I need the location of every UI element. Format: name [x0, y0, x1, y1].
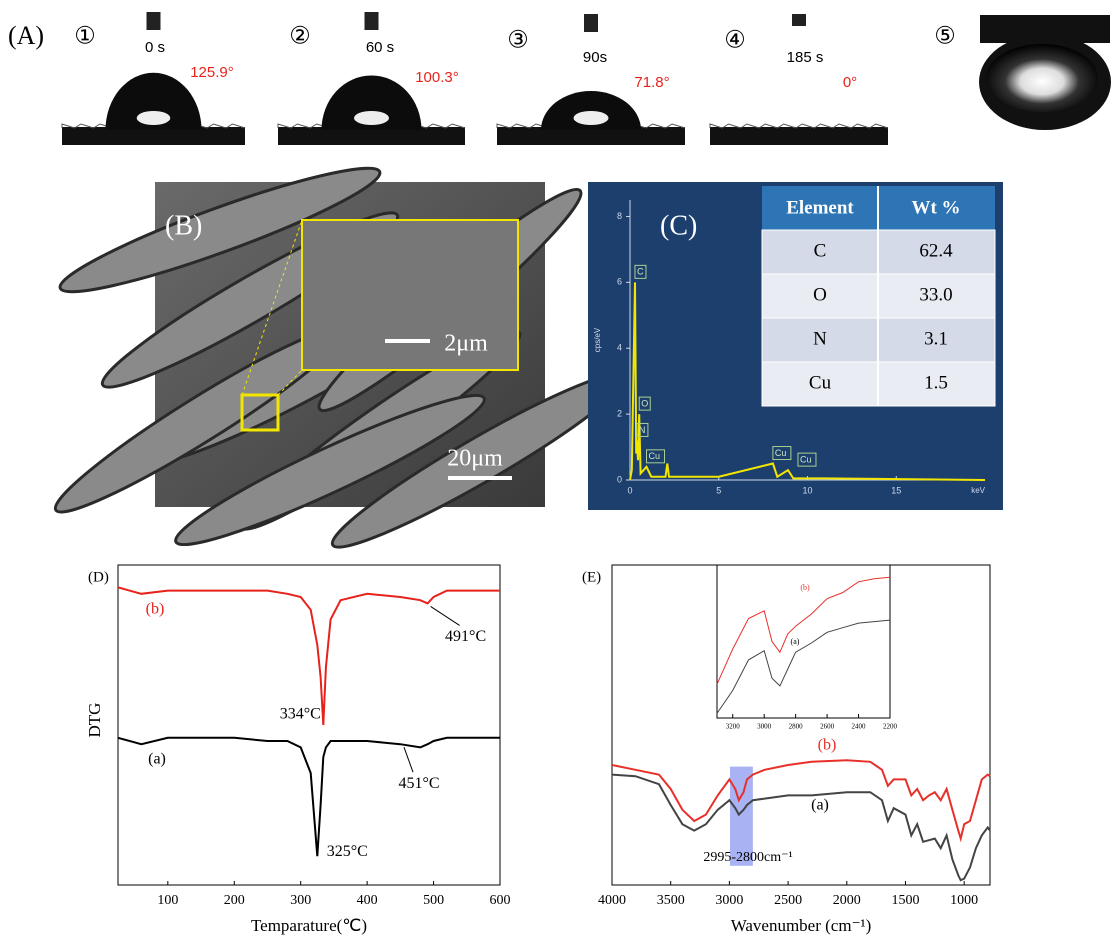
- label: (E): [582, 569, 601, 585]
- needle: [584, 14, 598, 32]
- label: 1.5: [924, 372, 948, 393]
- label: 400: [357, 893, 378, 908]
- label: 3000: [715, 893, 743, 908]
- label: Wavenumber (cm⁻¹): [731, 916, 872, 935]
- label: (b): [818, 737, 837, 754]
- label: C: [637, 267, 644, 277]
- label: 2800: [789, 723, 804, 731]
- label: 325°C: [327, 843, 368, 860]
- label: 0°: [843, 74, 857, 91]
- label: 2μm: [444, 331, 488, 357]
- label: 2000: [833, 893, 861, 908]
- label: 500: [423, 893, 444, 908]
- label: 185 s: [787, 49, 824, 66]
- label: Cu: [649, 451, 661, 461]
- label: C: [814, 240, 827, 261]
- droplet-highlight: [574, 111, 609, 125]
- label: 2995-2800cm⁻¹: [703, 850, 792, 865]
- label: ③: [507, 28, 529, 54]
- label: 451°C: [398, 775, 439, 792]
- label: ⑤: [934, 24, 956, 50]
- label: 20μm: [447, 446, 503, 472]
- droplet-core: [986, 44, 1098, 112]
- label: 60 s: [366, 39, 394, 56]
- label: (a): [811, 797, 829, 814]
- label: Temparature(℃): [251, 916, 367, 935]
- label: 71.8°: [634, 74, 669, 91]
- label: (B): [165, 210, 202, 241]
- label: 8: [617, 211, 622, 221]
- label: 5: [716, 485, 721, 495]
- label: Cu: [800, 454, 812, 464]
- label: 600: [490, 893, 511, 908]
- label: O: [813, 284, 827, 305]
- label: cps/eV: [593, 327, 602, 352]
- label: 0 s: [145, 39, 165, 56]
- label: (a): [791, 637, 800, 646]
- label: ①: [74, 24, 96, 50]
- label: 125.9°: [190, 64, 234, 81]
- label: ④: [724, 28, 746, 54]
- label: (a): [148, 751, 166, 768]
- label: 15: [891, 485, 901, 495]
- label: 4: [617, 343, 622, 353]
- label: N: [639, 425, 646, 435]
- label: 90s: [583, 49, 607, 66]
- needle: [147, 12, 161, 30]
- label: 2: [617, 408, 622, 418]
- label: 100.3°: [415, 69, 459, 86]
- label: N: [813, 328, 827, 349]
- label: ②: [289, 24, 311, 50]
- label: 200: [224, 893, 245, 908]
- label: 33.0: [919, 284, 952, 305]
- label: (D): [88, 569, 109, 585]
- droplet-highlight: [137, 111, 171, 125]
- label: DTG: [85, 703, 104, 738]
- label: 3200: [726, 723, 741, 731]
- label: 2600: [820, 723, 835, 731]
- label: 3.1: [924, 328, 948, 349]
- label: Cu: [775, 448, 787, 458]
- label: 0: [617, 474, 622, 484]
- needle: [792, 14, 806, 26]
- label: 100: [157, 893, 178, 908]
- droplet-highlight: [354, 111, 389, 125]
- label: O: [641, 398, 648, 408]
- label: 334°C: [280, 706, 321, 723]
- label: (b): [146, 601, 165, 618]
- label: keV: [971, 486, 985, 495]
- label: 2500: [774, 893, 802, 908]
- label: 10: [802, 485, 812, 495]
- label: (C): [660, 210, 697, 241]
- figure: (A) ① 125.9° 0 s ② 100.3° 60 s ③ 71.8° 90s ④ 0° 185 …: [0, 0, 1120, 940]
- label: 3000: [757, 723, 772, 731]
- label: 6: [617, 277, 622, 287]
- label: 4000: [598, 893, 626, 908]
- label: Cu: [809, 372, 832, 393]
- label: (A): [8, 21, 44, 50]
- plot-frame: [118, 565, 500, 885]
- label: 1000: [950, 893, 978, 908]
- label: 491°C: [445, 628, 486, 645]
- label: Element: [786, 197, 854, 218]
- label: (b): [800, 583, 810, 592]
- label: 1500: [891, 893, 919, 908]
- label: 2400: [852, 723, 867, 731]
- label: 300: [290, 893, 311, 908]
- label: 3500: [657, 893, 685, 908]
- label: Wt %: [911, 197, 960, 218]
- needle: [365, 12, 379, 30]
- label: 2200: [883, 723, 898, 731]
- label: 0: [627, 485, 632, 495]
- label: 62.4: [919, 240, 953, 261]
- substrate: [710, 127, 888, 145]
